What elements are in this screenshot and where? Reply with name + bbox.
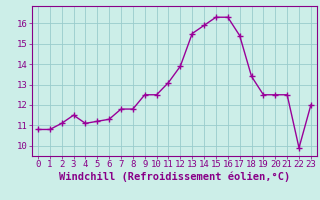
X-axis label: Windchill (Refroidissement éolien,°C): Windchill (Refroidissement éolien,°C): [59, 172, 290, 182]
